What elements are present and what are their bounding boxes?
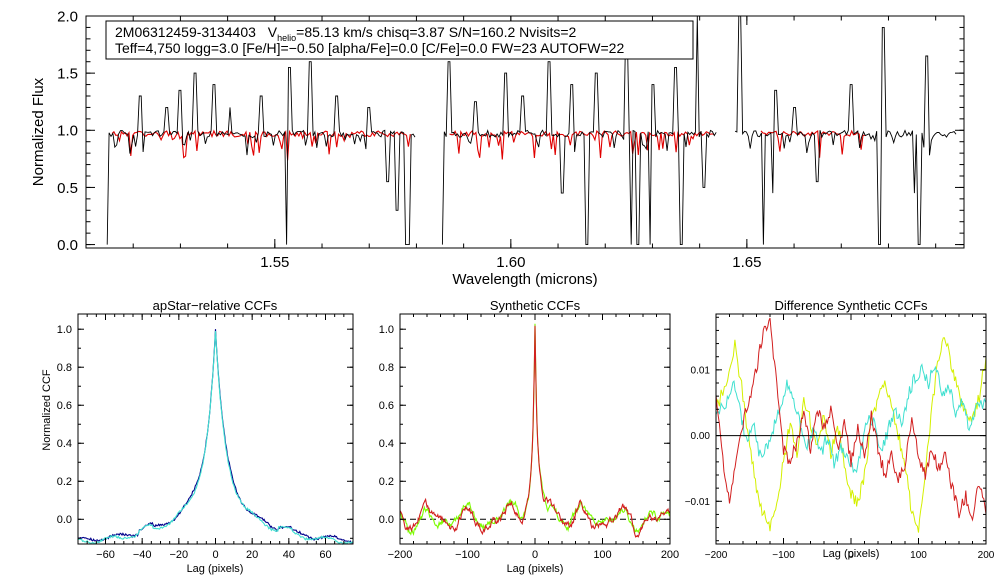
y-tick-label: 0.0 <box>57 237 78 254</box>
synthetic-ccf-lines <box>399 323 671 538</box>
diff-ccf-xlabel: Lag (pixels) <box>823 548 880 560</box>
ccf-series-visit-2 <box>77 330 354 546</box>
apstar-ccf-panel: −60 −40 −20 0 20 40 60 0.0 0.2 0.4 0.6 0.8 1.0 apSta… <box>41 298 354 575</box>
x-tick-label: 100 <box>910 550 927 561</box>
x-tick-label: 200 <box>661 549 679 561</box>
x-tick-label: −20 <box>169 549 188 561</box>
diff-ccf-panel: −200 −100 0 100 200 −0.01 0.00 0.01 Difference … <box>685 298 995 561</box>
vhelio-subscript: helio <box>277 33 296 43</box>
y-tick-label: 0.5 <box>57 180 78 197</box>
apstar-ccf-ticks: −60 −40 −20 0 20 40 60 0.0 0.2 0.4 0.6 0.8 1.0 <box>57 314 354 561</box>
x-tick-label: 1.55 <box>260 254 289 271</box>
apstar-ccf-ylabel: Normalized CCF <box>41 369 53 451</box>
y-tick-label: 1.5 <box>57 66 78 83</box>
apstar-ccf-frame <box>77 313 354 545</box>
diff-ccf-title: Difference Synthetic CCFs <box>775 298 928 313</box>
x-tick-label: −100 <box>772 550 795 561</box>
vhelio-symbol: V <box>268 24 278 40</box>
x-tick-label: 0 <box>212 549 218 561</box>
info-line-1-rest: =85.13 km/s chisq=3.87 S/N=160.2 Nvisits… <box>296 24 576 40</box>
diff-ccf-series-red <box>715 317 987 522</box>
info-box <box>105 20 694 60</box>
synthetic-ccf-xlabel: Lag (pixels) <box>507 563 564 575</box>
y-tick-label: 1.0 <box>57 324 72 336</box>
diff-ccf-lines <box>715 317 987 533</box>
y-tick-label: 0.6 <box>379 400 394 412</box>
x-tick-label: 200 <box>978 550 995 561</box>
y-tick-label: 0.0 <box>57 514 72 526</box>
spectrum-observed-layer <box>106 15 957 246</box>
x-tick-label: 100 <box>593 549 611 561</box>
y-tick-label: 1.0 <box>57 123 78 140</box>
y-tick-label: 0.00 <box>691 431 711 442</box>
star-id: 2M06312459-3134403 <box>115 24 256 40</box>
model-spectrum-chip-3 <box>760 129 865 158</box>
y-tick-label: 2.0 <box>57 8 78 25</box>
y-tick-label: 0.2 <box>379 476 394 488</box>
x-tick-label: 40 <box>283 549 295 561</box>
x-tick-label: 60 <box>319 549 331 561</box>
y-tick-label: 1.0 <box>379 324 394 336</box>
y-tick-label: 0.4 <box>57 438 72 450</box>
observed-spectrum-chip-1 <box>106 61 416 246</box>
y-tick-label: −0.01 <box>685 497 711 508</box>
x-tick-label: −40 <box>133 549 152 561</box>
x-tick-label: −200 <box>705 550 728 561</box>
x-tick-label: −60 <box>96 549 115 561</box>
synthetic-ccf-panel: −200 −100 0 100 200 0.0 0.2 0.4 0.6 0.8 1.0 Synthe… <box>379 298 679 575</box>
observed-spectrum-chip-2 <box>441 15 717 246</box>
spectrum-xlabel: Wavelength (microns) <box>452 271 597 288</box>
ccf-series-visit-1 <box>77 329 354 544</box>
y-tick-label: 0.4 <box>379 438 394 450</box>
apstar-ccf-xlabel: Lag (pixels) <box>187 563 244 575</box>
spectrum-ylabel: Normalized Flux <box>30 77 47 186</box>
x-tick-label: 0 <box>532 549 538 561</box>
x-tick-label: −100 <box>455 549 480 561</box>
synthetic-ccf-title: Synthetic CCFs <box>490 298 581 313</box>
y-tick-label: 0.8 <box>57 362 72 374</box>
model-spectrum-chip-1 <box>111 129 411 161</box>
y-tick-label: 0.6 <box>57 400 72 412</box>
x-tick-label: 1.65 <box>732 254 761 271</box>
observed-spectrum-chip-3 <box>734 15 957 246</box>
y-tick-label: 0.0 <box>379 514 394 526</box>
x-tick-label: 0 <box>848 550 854 561</box>
spectrum-panel: 1.55 1.60 1.65 0.0 0.5 1.0 1.5 2.0 Wavelength (… <box>30 8 965 288</box>
y-tick-label: 0.8 <box>379 362 394 374</box>
diff-ccf-series-yellow <box>715 337 987 533</box>
apstar-ccf-title: apStar−relative CCFs <box>153 298 278 313</box>
synthetic-ccf-ticks: −200 −100 0 100 200 0.0 0.2 0.4 0.6 0.8 1.0 <box>379 314 679 561</box>
x-tick-label: 20 <box>246 549 258 561</box>
info-line-2: Teff=4,750 logg=3.0 [Fe/H]=−0.50 [alpha/… <box>115 40 624 56</box>
x-tick-label: 1.60 <box>496 254 525 271</box>
spectrum-frame <box>85 15 965 249</box>
info-line-1: 2M06312459-3134403 Vhelio=85.13 km/s chi… <box>115 24 577 43</box>
x-tick-label: −200 <box>388 549 413 561</box>
y-tick-label: 0.01 <box>691 365 711 376</box>
y-tick-label: 0.2 <box>57 476 72 488</box>
diff-ccf-frame <box>715 313 987 545</box>
apstar-ccf-lines <box>77 329 354 546</box>
diff-ccf-ticks: −200 −100 0 100 200 −0.01 0.00 0.01 <box>685 314 995 561</box>
synthetic-ccf-series-orange <box>399 325 671 538</box>
